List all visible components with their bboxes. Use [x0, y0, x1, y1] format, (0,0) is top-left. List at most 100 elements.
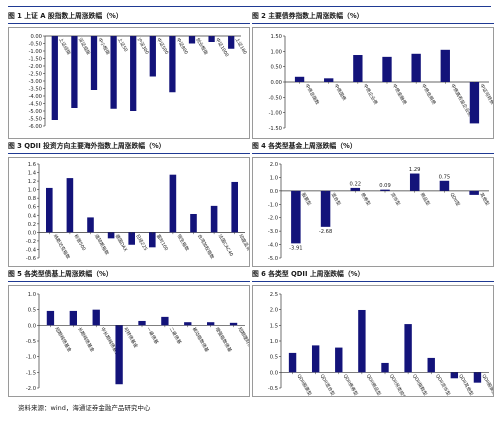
y-tick-label: 2.5: [270, 292, 278, 298]
y-tick-label: -4.00: [29, 94, 42, 100]
chart-title: 图 3 QDII 投资方向主要海外指数上周涨跌幅（%）: [8, 140, 250, 154]
category-label: 中债信用债: [420, 83, 438, 107]
bar-chart-3: 1.6 1.4 1.2 1.0 0.8 0.6 0.4 0.2 0.0 -0.2 -0.4 -0.6 纳…: [26, 162, 249, 262]
y-tick-label: -2.00: [29, 64, 42, 70]
bar: [231, 181, 238, 233]
category-label: QDII债券型: [342, 373, 360, 396]
y-tick-label: 0.0: [28, 323, 36, 329]
y-tick-label: 2.0: [270, 162, 278, 168]
y-tick-label: -0.50: [29, 42, 42, 48]
bar: [149, 232, 156, 248]
category-label: QDII商品型: [365, 373, 383, 396]
bar: [439, 180, 450, 191]
chart-frame: 1.0 0.5 0.0 -0.5 -1.0 -1.5 -2.0 短期纯债基金 长期纯债基金 中长期…: [8, 285, 250, 397]
category-label: QDII股票型: [296, 373, 314, 396]
y-tick-label: -5.00: [29, 109, 42, 115]
bar: [69, 310, 77, 326]
category-label: 一级债基: [145, 326, 160, 346]
category-label: 中证500: [155, 37, 170, 56]
chart-frame: 2.0 1.0 0.0 -1.0 -2.0 -3.0 -4.0 -5.0 股票型 -3.91 混合型…: [252, 157, 494, 267]
bar: [335, 347, 343, 373]
bar: [138, 320, 146, 326]
bar-chart-6: 2.5 2.0 1.5 1.0 0.5 0.0 -0.5 QDII股票型 QDII混合型 QDII…: [268, 292, 493, 396]
bar: [469, 82, 480, 124]
y-tick-label: -5.0: [268, 256, 278, 262]
category-label: QDII股票指数: [480, 373, 493, 396]
bar: [208, 36, 215, 42]
category-label: 中证1000: [214, 37, 231, 59]
category-label: 沪深300: [136, 37, 151, 56]
category-label: 中证可转债: [478, 83, 493, 107]
category-label: 货币型: [389, 191, 402, 207]
category-label: 深证成指: [77, 37, 92, 57]
category-label: 中债金融债: [391, 83, 409, 107]
y-tick-label: 0.00: [270, 80, 282, 86]
bar: [473, 372, 482, 383]
data-label: 1.29: [409, 167, 421, 173]
data-label: -2.68: [319, 229, 332, 235]
y-tick-label: 1.00: [270, 49, 282, 55]
y-tick-label: -0.2: [26, 239, 36, 245]
y-tick-label: 0.0: [270, 189, 278, 195]
bar: [115, 325, 123, 385]
chart-title: 图 6 各类型 QDII 上周涨跌幅（%）: [252, 268, 494, 282]
y-tick-label: -0.50: [269, 95, 282, 101]
chart-frame: 0.00 -0.50 -1.00 -1.50 -2.00 -2.50 -3.00 -3.50-…: [8, 27, 250, 139]
y-tick-label: -3.00: [29, 79, 42, 85]
bar: [324, 78, 334, 82]
bar: [51, 36, 58, 120]
bar: [469, 190, 479, 195]
category-label: 股票型: [300, 191, 313, 207]
y-tick-label: -5.50: [29, 117, 42, 123]
category-label: 日经225: [134, 233, 149, 252]
bar: [46, 187, 53, 233]
category-label: 印度孟买: [237, 233, 249, 253]
bar: [353, 55, 363, 82]
category-label: QDII型: [448, 191, 461, 207]
y-tick-label: 1.0: [270, 339, 278, 345]
bar: [90, 36, 98, 90]
y-tick-label: 0.4: [28, 213, 37, 219]
data-label: 0.09: [379, 183, 391, 189]
y-tick-label: 1.2: [28, 179, 36, 185]
chart-title: 图 1 上证 A 股指数上周涨跌幅（%）: [8, 10, 250, 24]
bar: [169, 36, 176, 93]
category-label: 中小板指: [96, 37, 111, 57]
y-tick-label: 0.00: [30, 34, 42, 40]
data-label: 0.22: [350, 181, 362, 187]
y-tick-label: 2.0: [270, 308, 278, 314]
bar: [404, 324, 412, 373]
chart-frame: 1.50 1.00 0.50 0.00 -0.50 -1.00 -1.50 中债总指数 中债国债…: [252, 27, 494, 139]
category-label: 商品型: [419, 191, 432, 207]
chart-title: 图 5 各类型债基上周涨跌幅（%）: [8, 268, 250, 282]
y-tick-label: -1.0: [268, 202, 278, 208]
category-label: QDII其他型: [457, 373, 475, 396]
y-tick-label: -1.5: [26, 370, 36, 376]
bar: [229, 322, 238, 326]
bar: [427, 357, 435, 373]
bar: [320, 190, 331, 227]
y-tick-label: -1.0: [26, 355, 36, 361]
bar: [294, 76, 305, 82]
y-tick-label: 0.8: [28, 196, 36, 202]
category-label: 可转债基金: [122, 326, 140, 350]
category-label: 中债国债: [333, 83, 348, 103]
category-label: 混合型: [330, 191, 343, 207]
category-label: 创业板指: [194, 37, 209, 57]
category-label: 短期纯债基金: [53, 326, 73, 354]
category-label: QDII另类投资: [388, 373, 408, 396]
y-tick-label: 1.4: [28, 171, 37, 177]
y-tick-label: -1.50: [29, 57, 42, 63]
category-label: 其他型: [478, 191, 491, 207]
bar: [409, 173, 420, 191]
bar: [350, 187, 361, 191]
bar: [130, 36, 137, 111]
source-note: 资料来源：wind，海通证券金融产品研究中心: [18, 404, 151, 412]
bar: [450, 372, 459, 379]
bar: [440, 49, 450, 82]
y-tick-label: 1.5: [270, 323, 278, 329]
y-tick-label: -2.0: [268, 216, 278, 222]
y-tick-label: 0.5: [28, 308, 36, 314]
category-label: 中债企业债: [362, 83, 380, 107]
